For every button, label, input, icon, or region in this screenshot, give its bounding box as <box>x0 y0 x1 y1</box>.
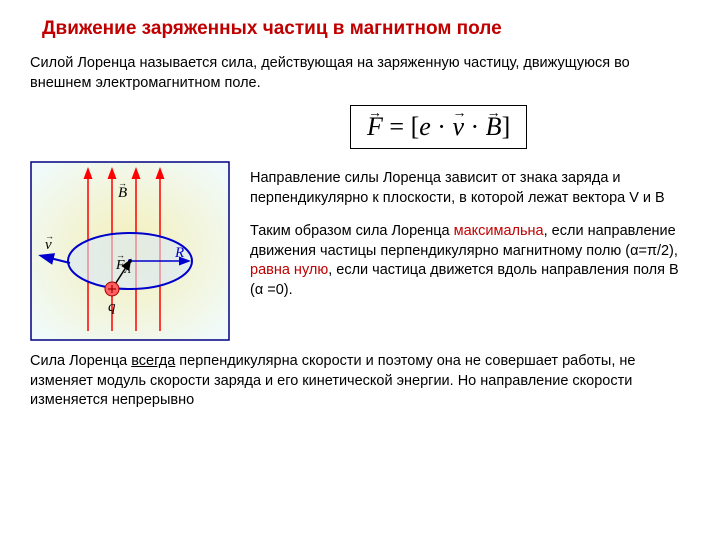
formula-e: e <box>419 112 431 141</box>
word-max: максимальна <box>454 223 544 239</box>
formula-bracket: [ <box>411 112 420 141</box>
para-magnitude: Таким образом сила Лоренца максимальна, … <box>250 222 690 300</box>
svg-text:→: → <box>116 250 125 260</box>
word-zero: равна нулю <box>250 262 328 278</box>
para-direction: Направление силы Лоренца зависит от знак… <box>250 169 690 208</box>
word-always: всегда <box>131 353 175 369</box>
label-q: q <box>108 299 116 315</box>
intro-text: Силой Лоренца называется сила, действующ… <box>30 54 690 93</box>
label-R: R <box>174 245 184 261</box>
svg-text:→: → <box>118 178 127 188</box>
page-title: Движение заряженных частиц в магнитном п… <box>42 18 690 40</box>
lorentz-formula: →F = [e · →v · →B] <box>350 105 527 149</box>
svg-text:→: → <box>45 231 54 241</box>
lorentz-diagram: R F Л → q v → B → <box>30 161 230 344</box>
svg-text:Л: Л <box>124 265 131 276</box>
footer-text: Сила Лоренца всегда перпендикулярна скор… <box>30 352 690 411</box>
